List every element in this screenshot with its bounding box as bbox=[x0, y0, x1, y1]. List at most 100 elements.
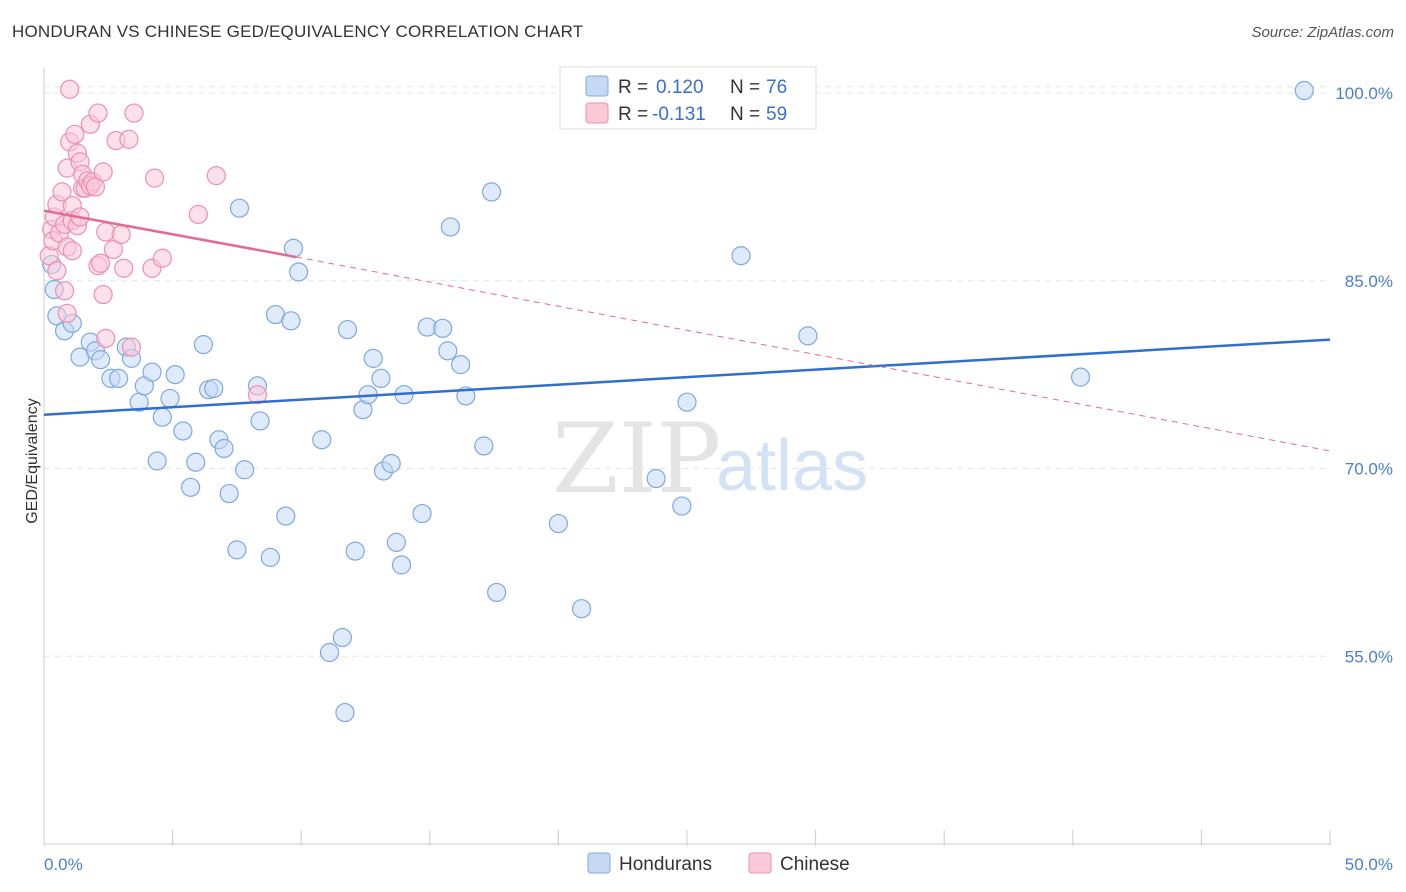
legend: R = 0.120 N = 76 R = -0.131 N = 59 bbox=[559, 66, 817, 130]
honduran-point-15 bbox=[142, 362, 162, 382]
honduran-point-16 bbox=[147, 451, 167, 471]
y-tick-label-3: 100.0% bbox=[1335, 84, 1393, 103]
legend-r-value-hondurans: 0.120 bbox=[656, 77, 704, 98]
legend-r-label-chinese: R = bbox=[618, 104, 648, 125]
honduran-point-62 bbox=[474, 436, 494, 456]
honduran-point-52 bbox=[386, 532, 406, 552]
chinese-point-38 bbox=[103, 239, 124, 260]
chinese-point-33 bbox=[90, 253, 111, 273]
chinese-point-30 bbox=[85, 177, 106, 197]
honduran-point-66 bbox=[571, 599, 592, 619]
trend-lines bbox=[43, 209, 1331, 452]
honduran-point-36 bbox=[276, 506, 296, 526]
honduran-point-72 bbox=[798, 326, 818, 346]
honduran-point-45 bbox=[345, 541, 365, 561]
chinese-point-9 bbox=[54, 281, 75, 301]
legend-swatch-hondurans bbox=[585, 75, 609, 97]
data-points bbox=[39, 79, 1314, 723]
legend-swatch-chinese bbox=[585, 102, 609, 124]
x-tick-label-0: 0.0% bbox=[44, 855, 83, 874]
honduran-point-37 bbox=[281, 311, 301, 331]
chinese-point-40 bbox=[111, 224, 131, 245]
honduran-point-33 bbox=[250, 411, 270, 431]
honduran-point-28 bbox=[219, 483, 239, 504]
honduran-point-65 bbox=[548, 513, 569, 534]
honduran-point-18 bbox=[160, 388, 180, 409]
honduran-point-22 bbox=[186, 452, 206, 472]
chart-title: HONDURAN VS CHINESE GED/EQUIVALENCY CORR… bbox=[12, 22, 584, 41]
honduran-point-17 bbox=[152, 407, 172, 427]
honduran-point-40 bbox=[312, 430, 332, 450]
chinese-point-7 bbox=[52, 182, 72, 202]
legend-r-value-chinese: -0.131 bbox=[652, 104, 706, 125]
trendline-chinese-1 bbox=[43, 209, 297, 259]
legend-n-value-hondurans: 76 bbox=[766, 77, 787, 98]
bottom-legend-swatch-hondurans bbox=[587, 852, 611, 874]
honduran-point-39 bbox=[289, 262, 309, 282]
honduran-point-64 bbox=[487, 582, 507, 603]
honduran-point-42 bbox=[332, 627, 352, 648]
watermark: ZIP atlas bbox=[552, 403, 868, 515]
honduran-point-73 bbox=[1070, 367, 1091, 387]
legend-n-value-chinese: 59 bbox=[766, 104, 787, 125]
honduran-point-49 bbox=[371, 368, 391, 388]
bottom-legend-swatch-chinese bbox=[748, 852, 772, 874]
honduran-point-31 bbox=[235, 460, 255, 480]
chinese-point-17 bbox=[62, 241, 82, 261]
honduran-point-25 bbox=[204, 378, 224, 399]
chinese-point-13 bbox=[60, 79, 80, 99]
honduran-point-74 bbox=[1294, 80, 1314, 101]
honduran-point-29 bbox=[227, 540, 247, 560]
y-tick-label-1: 70.0% bbox=[1345, 460, 1393, 479]
honduran-point-48 bbox=[363, 348, 383, 368]
honduran-point-23 bbox=[193, 335, 214, 355]
source-credit: Source: ZipAtlas.com bbox=[1251, 24, 1394, 41]
grid-lines bbox=[44, 86, 1330, 657]
chinese-point-50 bbox=[247, 385, 268, 405]
chinese-point-46 bbox=[144, 168, 165, 188]
y-tick-label-2: 85.0% bbox=[1345, 272, 1393, 291]
x-tick-labels: 0.0% 50.0% bbox=[44, 855, 1393, 874]
honduran-point-41 bbox=[319, 642, 340, 663]
honduran-point-55 bbox=[412, 503, 432, 524]
chinese-point-35 bbox=[93, 284, 113, 305]
legend-n-label-chinese: N = bbox=[730, 104, 760, 125]
honduran-point-57 bbox=[433, 318, 453, 338]
chinese-point-34 bbox=[93, 162, 113, 182]
honduran-point-19 bbox=[165, 365, 185, 385]
trendline-hondurans-0 bbox=[43, 338, 1331, 416]
chinese-point-43 bbox=[121, 337, 142, 357]
watermark-atlas: atlas bbox=[716, 426, 868, 506]
honduran-point-10 bbox=[108, 368, 129, 388]
honduran-point-67 bbox=[646, 468, 666, 489]
axes bbox=[43, 68, 1331, 846]
honduran-point-8 bbox=[90, 350, 111, 370]
bottom-legend-label-hondurans: Hondurans bbox=[619, 854, 712, 875]
bottom-legend-label-chinese: Chinese bbox=[780, 854, 850, 875]
chinese-point-18 bbox=[65, 124, 85, 144]
chinese-point-49 bbox=[206, 166, 226, 186]
bottom-legend: Hondurans Chinese bbox=[587, 852, 850, 875]
chinese-point-42 bbox=[119, 129, 139, 149]
y-tick-labels: 55.0% 70.0% 85.0% 100.0% bbox=[1335, 84, 1393, 666]
chinese-point-12 bbox=[57, 303, 77, 323]
honduran-point-43 bbox=[335, 702, 355, 723]
chinese-point-47 bbox=[152, 248, 172, 268]
chinese-point-5 bbox=[47, 261, 67, 281]
honduran-point-63 bbox=[481, 182, 502, 202]
honduran-point-27 bbox=[214, 438, 234, 459]
watermark-zip: ZIP bbox=[552, 403, 721, 515]
chinese-point-41 bbox=[114, 258, 134, 278]
chinese-point-48 bbox=[188, 204, 208, 225]
honduran-point-21 bbox=[181, 477, 201, 497]
honduran-point-60 bbox=[451, 355, 471, 375]
honduran-point-59 bbox=[440, 217, 460, 237]
legend-n-label-hondurans: N = bbox=[730, 77, 760, 98]
honduran-point-34 bbox=[260, 547, 280, 567]
honduran-point-68 bbox=[672, 496, 692, 516]
x-tick-label-1: 50.0% bbox=[1345, 855, 1393, 874]
legend-r-label-hondurans: R = bbox=[618, 77, 648, 98]
honduran-point-53 bbox=[391, 555, 412, 575]
y-axis-title: GED/Equivalency bbox=[24, 398, 41, 523]
